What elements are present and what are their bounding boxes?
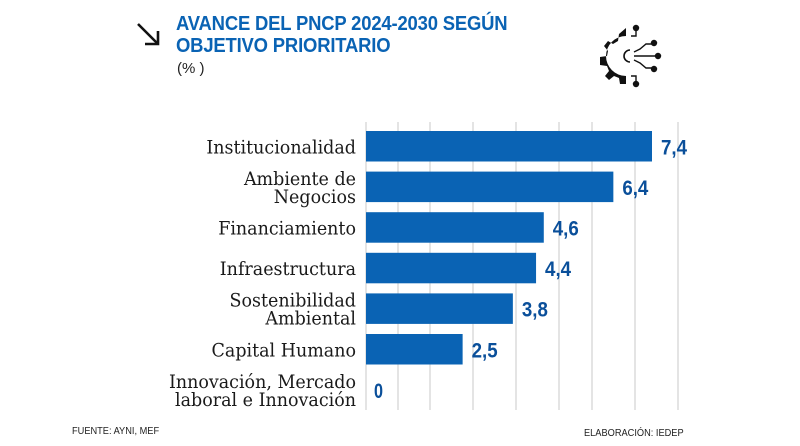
category-label: Ambiental [264, 308, 356, 330]
bar [366, 293, 513, 324]
bar [366, 252, 537, 284]
unit-label: (% ) [177, 60, 205, 77]
chart-title: AVANCE DEL PNCP 2024-2030 SEGÚN OBJETIVO… [176, 12, 508, 57]
bar [366, 334, 463, 365]
value-label: 4,6 [553, 217, 579, 240]
category-label: laboral e Innovación [175, 389, 356, 411]
category-label: Financiamiento [218, 217, 356, 239]
value-label: 2,5 [472, 339, 498, 362]
bar [366, 212, 544, 243]
source-note: FUENTE: AYNI, MEF [72, 425, 160, 437]
category-label: Capital Humano [212, 339, 356, 361]
value-label: 6,4 [622, 177, 648, 200]
credit-note: ELABORACIÓN: IEDEP [584, 427, 684, 439]
category-label: Ambiente de [243, 168, 356, 190]
category-label: Innovación, Mercado [169, 371, 356, 393]
value-label: 3,8 [522, 299, 548, 322]
value-label: 7,4 [661, 136, 687, 159]
category-label: Infraestructura [220, 258, 356, 280]
value-label: 0 [374, 380, 383, 403]
bar [366, 171, 614, 203]
category-label: Negocios [274, 186, 356, 208]
category-label: Institucionalidad [206, 136, 356, 158]
gear-circuit-icon [600, 24, 662, 88]
chart-title-line-1: AVANCE DEL PNCP 2024-2030 SEGÚN [176, 12, 508, 35]
arrow-down-right-icon [137, 23, 160, 46]
category-label: Sostenibilidad [230, 290, 356, 312]
value-label: 4,4 [545, 258, 571, 281]
bar [366, 131, 652, 162]
chart-title-line-2: OBJETIVO PRIORITARIO [176, 34, 391, 57]
